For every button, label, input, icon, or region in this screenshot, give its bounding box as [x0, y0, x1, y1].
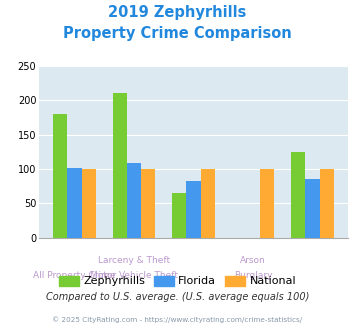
Bar	[320, 169, 334, 238]
Bar	[305, 179, 320, 238]
Bar	[172, 193, 186, 238]
Bar	[186, 181, 201, 238]
Bar	[127, 163, 141, 238]
Text: Burglary: Burglary	[234, 271, 272, 280]
Bar	[53, 114, 67, 238]
Bar	[82, 169, 96, 238]
Text: Motor Vehicle Theft: Motor Vehicle Theft	[90, 271, 178, 280]
Bar	[141, 169, 155, 238]
Legend: Zephyrhills, Florida, National: Zephyrhills, Florida, National	[54, 271, 301, 291]
Bar	[201, 169, 215, 238]
Text: 2019 Zephyrhills: 2019 Zephyrhills	[108, 5, 247, 20]
Bar	[67, 168, 82, 238]
Bar	[260, 169, 274, 238]
Bar	[291, 152, 305, 238]
Text: Compared to U.S. average. (U.S. average equals 100): Compared to U.S. average. (U.S. average …	[46, 292, 309, 302]
Text: Arson: Arson	[240, 256, 266, 265]
Text: © 2025 CityRating.com - https://www.cityrating.com/crime-statistics/: © 2025 CityRating.com - https://www.city…	[53, 317, 302, 323]
Text: Larceny & Theft: Larceny & Theft	[98, 256, 170, 265]
Text: All Property Crime: All Property Crime	[33, 271, 116, 280]
Bar	[113, 93, 127, 238]
Text: Property Crime Comparison: Property Crime Comparison	[63, 26, 292, 41]
